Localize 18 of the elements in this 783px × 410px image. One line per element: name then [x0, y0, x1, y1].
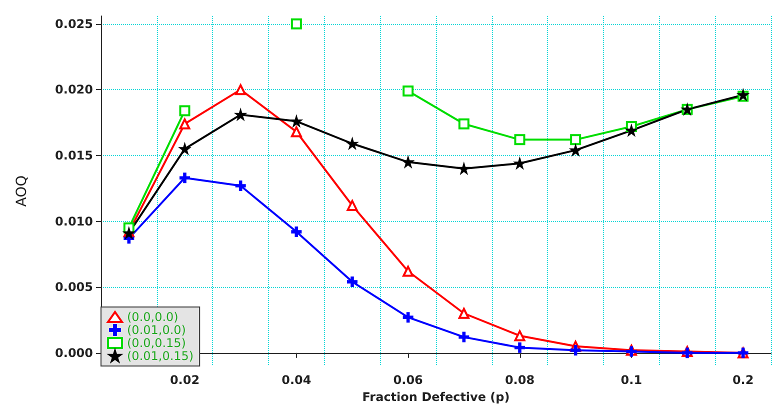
x-tick-label: 0.1 [620, 373, 642, 387]
legend-label: (0.01,0.15) [127, 349, 194, 363]
x-tick-label: 0.04 [282, 373, 312, 387]
y-tick-label: 0.025 [55, 16, 93, 31]
y-tick-label: 0.020 [55, 82, 93, 97]
y-tick-label: 0.010 [55, 214, 93, 228]
x-tick-label: 0.02 [170, 373, 200, 387]
y-tick-label: 0.005 [55, 280, 93, 294]
y-tick-label: 0.015 [55, 148, 93, 162]
legend-label: (0.0,0.0) [127, 310, 178, 324]
legend-label: (0.01,0.0) [127, 323, 186, 337]
x-tick-label: 0.06 [393, 373, 423, 387]
y-axis-title: AOQ [14, 175, 30, 207]
x-tick-label: 0.2 [732, 373, 754, 387]
legend-label: (0.0,0.15) [127, 336, 186, 350]
y-tick-label: 0.000 [55, 346, 93, 360]
x-tick-label: 0.08 [504, 373, 535, 387]
x-axis-title: Fraction Defective (p) [362, 390, 510, 404]
